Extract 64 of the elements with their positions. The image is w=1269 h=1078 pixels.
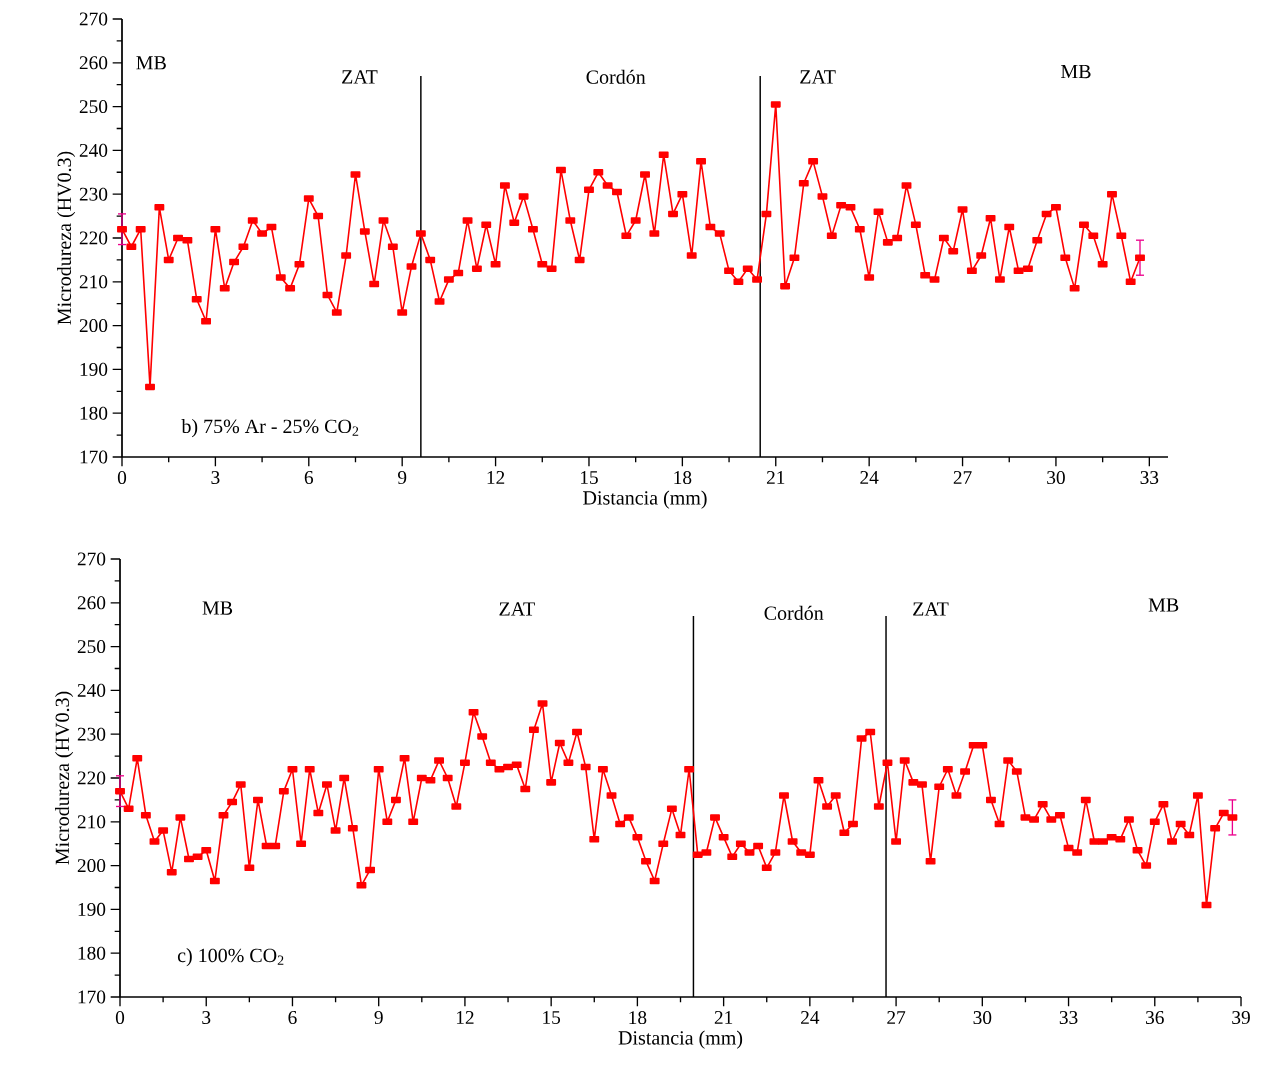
y-tick-label: 270 bbox=[79, 12, 108, 26]
x-tick-label: 9 bbox=[374, 1011, 383, 1025]
x-tick-label: 15 bbox=[581, 471, 598, 484]
annotation: ZAT bbox=[800, 70, 836, 84]
annotation: Cordón bbox=[764, 605, 824, 620]
y-tick-label: 240 bbox=[77, 683, 106, 697]
y-tick-label: 170 bbox=[78, 990, 106, 1004]
y-axis-title: Microdureza (HV0.3) bbox=[55, 691, 74, 865]
x-axis-title: Distancia (mm) bbox=[583, 490, 707, 509]
y-tick-label: 180 bbox=[80, 406, 108, 420]
y-tick-label: 250 bbox=[79, 100, 108, 114]
x-tick-label: 12 bbox=[487, 471, 505, 484]
x-tick-label: 24 bbox=[801, 1011, 820, 1024]
y-tick-label: 220 bbox=[79, 231, 108, 245]
y-tick-label: 210 bbox=[77, 815, 106, 829]
x-tick-label: 18 bbox=[674, 471, 692, 485]
x-tick-label: 18 bbox=[629, 1011, 647, 1025]
y-tick-label: 250 bbox=[77, 640, 106, 654]
annotation: MB bbox=[1148, 598, 1179, 612]
y-tick-label: 230 bbox=[77, 727, 106, 741]
x-axis-title: Distancia (mm) bbox=[618, 1030, 743, 1049]
x-tick-label: 30 bbox=[973, 1011, 992, 1025]
x-tick-label: 24 bbox=[860, 471, 879, 484]
x-tick-label: 36 bbox=[1146, 1011, 1164, 1025]
x-tick-label: 0 bbox=[115, 1011, 125, 1025]
y-axis-title: Microdureza (HV0.3) bbox=[57, 151, 76, 325]
annotation: Cordón bbox=[586, 69, 646, 84]
x-tick-label: 0 bbox=[117, 471, 127, 485]
x-tick-label: 21 bbox=[766, 471, 785, 484]
y-tick-label: 220 bbox=[77, 771, 106, 785]
x-tick-label: 33 bbox=[1140, 471, 1159, 485]
y-tick-label: 260 bbox=[79, 56, 108, 70]
x-tick-label: 6 bbox=[304, 471, 314, 485]
y-tick-label: 200 bbox=[79, 319, 108, 333]
x-tick-label: 6 bbox=[288, 1011, 297, 1025]
x-tick-label: 15 bbox=[543, 1011, 561, 1024]
annotation: ZAT bbox=[913, 602, 949, 616]
x-tick-label: 33 bbox=[1059, 1011, 1078, 1025]
x-tick-label: 12 bbox=[456, 1011, 474, 1024]
y-tick-label: 170 bbox=[80, 450, 108, 464]
x-tick-label: 3 bbox=[202, 1011, 211, 1025]
annotation: ZAT bbox=[342, 70, 378, 84]
annotation: MB bbox=[136, 56, 166, 70]
y-tick-label: 190 bbox=[80, 362, 108, 376]
x-tick-label: 30 bbox=[1047, 471, 1065, 485]
annotation: b) 75% Ar - 25% CO$_{2}$ bbox=[181, 419, 359, 438]
y-tick-label: 210 bbox=[79, 275, 108, 289]
x-tick-label: 3 bbox=[211, 471, 220, 485]
y-tick-label: 270 bbox=[77, 552, 106, 566]
y-tick-label: 200 bbox=[77, 859, 106, 873]
x-tick-label: 9 bbox=[397, 471, 407, 485]
annotation: c) 100% CO$_{2}$ bbox=[177, 948, 284, 967]
annotation: MB bbox=[1060, 64, 1091, 79]
x-tick-label: 39 bbox=[1232, 1011, 1250, 1025]
x-tick-label: 27 bbox=[887, 1011, 906, 1024]
y-tick-label: 230 bbox=[79, 187, 108, 201]
annotation: ZAT bbox=[499, 602, 535, 616]
annotation: MB bbox=[202, 601, 233, 615]
y-tick-label: 190 bbox=[78, 902, 106, 916]
y-tick-label: 240 bbox=[79, 143, 108, 157]
y-tick-label: 180 bbox=[78, 946, 106, 960]
y-tick-label: 260 bbox=[77, 596, 106, 610]
x-tick-label: 27 bbox=[953, 471, 972, 484]
x-tick-label: 21 bbox=[714, 1011, 733, 1024]
